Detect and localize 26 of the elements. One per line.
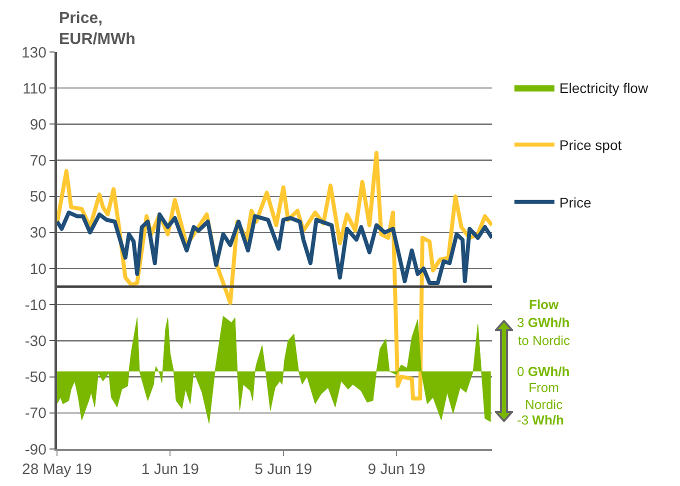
y-tick-label: -10 — [24, 296, 46, 314]
legend-label: Price — [559, 194, 592, 210]
y-tick-label: 130 — [21, 44, 46, 62]
y2-tick-label: 0 GWh/h — [517, 364, 570, 379]
y2-tick-label: -3 Wh/h — [517, 412, 564, 428]
legend-label: Price spot — [559, 137, 622, 154]
y-tick-label: -30 — [24, 332, 46, 350]
x-tick-label: 9 Jun 19 — [368, 461, 426, 478]
y-axis-title: Price, EUR/MWh — [59, 10, 136, 48]
y-tick-label: -50 — [24, 369, 46, 386]
y-tick-label: 30 — [30, 224, 46, 242]
legend-label: Electricity flow — [559, 80, 649, 96]
y-tick-label: -70 — [24, 405, 46, 422]
x-tick-label: 5 Jun 19 — [254, 461, 312, 478]
text: to Nordic — [518, 333, 571, 348]
y-tick-label: -90 — [24, 441, 46, 458]
y-tick-label: 110 — [22, 80, 46, 98]
y-tick-label: 70 — [30, 152, 46, 170]
y2-axis-title: Flow — [529, 297, 560, 312]
y-tick-label: 10 — [30, 260, 46, 278]
y-tick-label: 50 — [30, 188, 46, 206]
x-tick-label: 1 Jun 19 — [141, 461, 199, 478]
text: From Nordic — [525, 380, 564, 412]
y2-tick-label: 3 GWh/h — [517, 315, 570, 330]
y-tick-label: 90 — [30, 116, 46, 134]
x-tick-label: 28 May 19 — [22, 461, 92, 478]
